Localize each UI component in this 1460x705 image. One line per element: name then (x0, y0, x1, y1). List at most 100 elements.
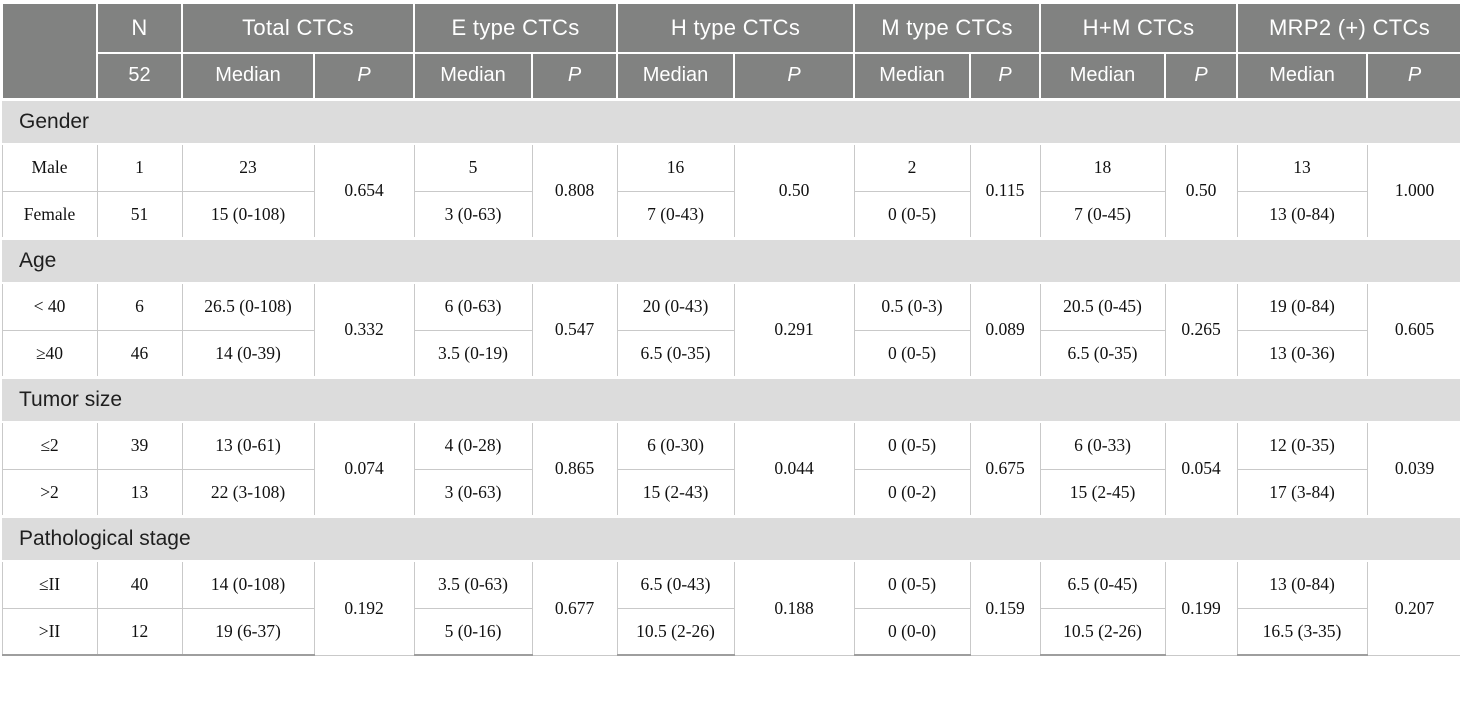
median-cell: 2 (853, 143, 971, 192)
p-col-header: P (1164, 52, 1239, 100)
median-col-header: Median (1236, 52, 1369, 100)
median-cell: 13 (1236, 143, 1368, 192)
median-cell: 12 (0-35) (1236, 421, 1368, 470)
median-cell: 13 (0-61) (181, 421, 315, 470)
median-cell: 3.5 (0-19) (413, 329, 533, 378)
median-cell: 0 (0-5) (853, 329, 971, 378)
median-cell: 15 (2-43) (616, 468, 735, 517)
median-col-header: Median (853, 52, 972, 100)
median-cell: 16 (616, 143, 735, 192)
n-cell: 1 (96, 143, 183, 192)
median-cell: 0 (0-5) (853, 421, 971, 470)
median-cell: 3 (0-63) (413, 468, 533, 517)
p-value-cell: 0.207 (1366, 560, 1460, 656)
median-cell: 6 (0-33) (1039, 421, 1166, 470)
p-col-header: P (312, 52, 416, 100)
p-value-cell: 0.159 (969, 560, 1041, 656)
median-cell: 6.5 (0-35) (1039, 329, 1166, 378)
p-value-cell: 1.000 (1366, 143, 1460, 239)
median-cell: 17 (3-84) (1236, 468, 1368, 517)
col-header-n: N (96, 2, 183, 54)
section-header-row: Gender (2, 97, 1460, 145)
table-row: < 40 6 26.5 (0-108) 0.332 6 (0-63) 0.547… (1, 282, 1460, 378)
median-cell: 3.5 (0-63) (413, 560, 533, 609)
p-value-cell: 0.192 (313, 560, 415, 656)
row-label: >2 (1, 468, 98, 517)
p-col-header: P (1366, 52, 1460, 100)
p-value-cell: 0.199 (1164, 560, 1238, 656)
p-value-cell: 0.654 (313, 143, 415, 239)
p-value-cell: 0.865 (531, 421, 618, 517)
median-cell: 13 (0-36) (1236, 329, 1368, 378)
median-cell: 0 (0-2) (853, 468, 971, 517)
n-cell: 39 (96, 421, 183, 470)
median-cell: 4 (0-28) (413, 421, 533, 470)
p-value-cell: 0.808 (531, 143, 618, 239)
p-value-cell: 0.675 (969, 421, 1041, 517)
p-col-header: P (531, 52, 619, 100)
median-cell: 7 (0-45) (1039, 190, 1166, 239)
section-header-row: Tumor size (2, 375, 1460, 423)
n-cell: 6 (96, 282, 183, 331)
table-row: >II 12 19 (6-37) 5 (0-16) 10.5 (2-26) 0 … (1, 607, 1460, 656)
group-header-h-type-ctcs: H type CTCs (616, 2, 856, 54)
median-cell: 6.5 (0-45) (1039, 560, 1166, 609)
median-cell: 3 (0-63) (413, 190, 533, 239)
section-header-row: Age (2, 236, 1460, 284)
row-label: >II (1, 607, 98, 656)
section-header-row: Pathological stage (2, 514, 1460, 562)
median-cell: 26.5 (0-108) (181, 282, 315, 331)
section-title: Gender (2, 97, 1460, 145)
col-header-n-value: 52 (96, 52, 183, 100)
median-cell: 6 (0-30) (616, 421, 735, 470)
median-cell: 15 (0-108) (181, 190, 315, 239)
section-title: Tumor size (2, 375, 1460, 423)
group-header-m-type-ctcs: M type CTCs (853, 2, 1042, 54)
median-cell: 13 (0-84) (1236, 560, 1368, 609)
median-col-header: Median (616, 52, 736, 100)
median-cell: 7 (0-43) (616, 190, 735, 239)
median-cell: 0.5 (0-3) (853, 282, 971, 331)
p-value-cell: 0.039 (1366, 421, 1460, 517)
median-cell: 20.5 (0-45) (1039, 282, 1166, 331)
row-label: < 40 (1, 282, 98, 331)
p-col-header: P (969, 52, 1042, 100)
row-label: ≥40 (1, 329, 98, 378)
median-cell: 13 (0-84) (1236, 190, 1368, 239)
p-value-cell: 0.50 (1164, 143, 1238, 239)
median-cell: 6.5 (0-35) (616, 329, 735, 378)
row-label: ≤2 (1, 421, 98, 470)
median-cell: 23 (181, 143, 315, 192)
p-value-cell: 0.332 (313, 282, 415, 378)
p-value-cell: 0.089 (969, 282, 1041, 378)
median-cell: 0 (0-5) (853, 190, 971, 239)
median-col-header: Median (1039, 52, 1167, 100)
median-cell: 14 (0-39) (181, 329, 315, 378)
group-header-mrp2-ctcs: MRP2 (+) CTCs (1236, 2, 1460, 54)
table-row: ≥40 46 14 (0-39) 3.5 (0-19) 6.5 (0-35) 0… (1, 329, 1460, 378)
table-row: Male 1 23 0.654 5 0.808 16 0.50 2 0.115 … (1, 143, 1460, 239)
median-cell: 18 (1039, 143, 1166, 192)
row-label: Female (1, 190, 98, 239)
p-col-header: P (733, 52, 856, 100)
group-header-e-type-ctcs: E type CTCs (413, 2, 619, 54)
n-cell: 51 (96, 190, 183, 239)
median-cell: 5 (0-16) (413, 607, 533, 656)
n-cell: 46 (96, 329, 183, 378)
n-cell: 12 (96, 607, 183, 656)
median-cell: 19 (0-84) (1236, 282, 1368, 331)
corner-cell (1, 2, 98, 100)
p-value-cell: 0.291 (733, 282, 855, 378)
row-label: Male (1, 143, 98, 192)
n-cell: 13 (96, 468, 183, 517)
median-cell: 16.5 (3-35) (1236, 607, 1368, 656)
p-value-cell: 0.115 (969, 143, 1041, 239)
median-col-header: Median (181, 52, 315, 100)
group-header-total-ctcs: Total CTCs (180, 2, 416, 54)
table-row: >2 13 22 (3-108) 3 (0-63) 15 (2-43) 0 (0… (1, 468, 1460, 517)
row-label: ≤II (1, 560, 98, 609)
p-value-cell: 0.605 (1366, 282, 1460, 378)
median-cell: 5 (413, 143, 533, 192)
p-value-cell: 0.265 (1164, 282, 1238, 378)
p-value-cell: 0.044 (733, 421, 855, 517)
